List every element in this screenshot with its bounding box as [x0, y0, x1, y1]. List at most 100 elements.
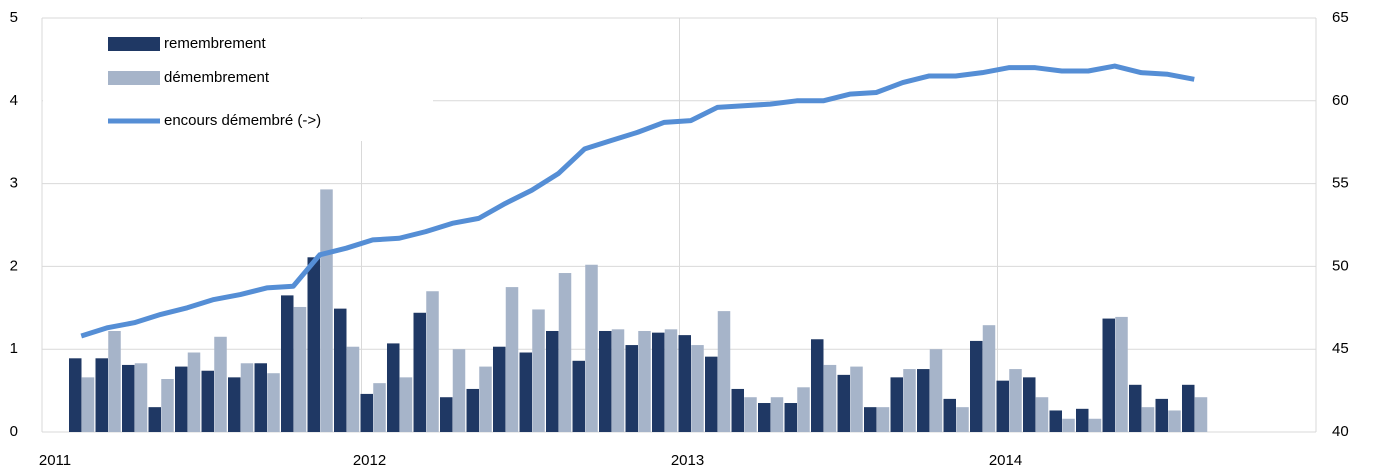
bar [599, 330, 612, 432]
bar [519, 352, 532, 432]
bar [1155, 398, 1168, 432]
bar [864, 407, 877, 432]
y-tick-label: 3 [10, 175, 18, 192]
bar [69, 358, 82, 432]
bar [585, 264, 598, 432]
y2-tick-label: 55 [1332, 175, 1349, 192]
y2-tick-label: 40 [1332, 423, 1349, 440]
bar [201, 370, 214, 432]
bar [731, 388, 744, 432]
y-tick-label: 4 [10, 92, 18, 109]
bar [532, 309, 545, 432]
bar [399, 377, 413, 432]
bar [558, 273, 572, 432]
bar [691, 345, 704, 432]
legend-label: encours démembré (->) [164, 112, 321, 129]
y2-tick-label: 45 [1332, 340, 1349, 357]
bar [572, 360, 585, 432]
y2-tick-label: 50 [1332, 257, 1349, 274]
bar [664, 329, 678, 432]
y2-tick-label: 60 [1332, 92, 1349, 109]
bar [717, 311, 731, 432]
bar [970, 340, 983, 432]
bar [876, 407, 890, 432]
bar [744, 397, 757, 432]
bar [784, 403, 797, 432]
bar [413, 312, 426, 432]
bar [334, 308, 347, 432]
bar [1168, 410, 1181, 432]
bar [320, 189, 333, 432]
bar [1023, 377, 1036, 432]
bar [187, 352, 201, 432]
bar [293, 306, 307, 432]
bar [1182, 384, 1195, 432]
bar [440, 397, 453, 432]
bar [228, 377, 241, 432]
bar [1141, 407, 1155, 432]
bar [625, 345, 638, 432]
bar [956, 407, 969, 432]
bar [307, 257, 320, 432]
x-tick-label: 2012 [353, 452, 386, 469]
bar [493, 346, 506, 432]
bar [996, 380, 1009, 432]
bar [1076, 408, 1089, 432]
legend-label: démembrement [164, 69, 270, 86]
bar [108, 330, 121, 432]
bar [917, 369, 930, 432]
bar [638, 330, 651, 432]
bar [823, 364, 837, 432]
bar [267, 373, 280, 432]
x-tick-label: 2011 [39, 452, 71, 469]
y-tick-label: 1 [10, 340, 18, 357]
bar [1194, 397, 1208, 432]
legend-label: remembrement [164, 35, 267, 52]
bar [850, 366, 863, 432]
bar [281, 295, 294, 432]
bar [148, 407, 161, 432]
bar [373, 383, 386, 432]
y-tick-label: 0 [10, 423, 18, 440]
bar [387, 343, 400, 432]
bar [122, 364, 135, 432]
x-tick-label: 2013 [671, 452, 704, 469]
bar [1129, 384, 1142, 432]
bar [161, 379, 174, 432]
bar [134, 363, 148, 432]
bar [466, 388, 479, 432]
legend-swatch [108, 37, 160, 51]
bar [426, 291, 439, 432]
legend-swatch [108, 71, 160, 85]
y-tick-label: 5 [10, 9, 18, 26]
bar [1088, 418, 1102, 432]
bar [652, 332, 665, 432]
bar [678, 335, 691, 432]
bar [797, 387, 810, 432]
bar [982, 325, 996, 432]
bar [175, 366, 188, 432]
bar [479, 366, 492, 432]
bar [758, 403, 771, 432]
bar [890, 377, 903, 432]
bar [546, 330, 559, 432]
bar [611, 329, 625, 432]
bar [1049, 410, 1062, 432]
bar [943, 398, 956, 432]
bar [811, 339, 824, 432]
bar [705, 356, 718, 432]
bar [452, 349, 466, 432]
bar [1035, 397, 1049, 432]
bar [929, 349, 943, 432]
bar [240, 363, 254, 432]
bar [254, 363, 267, 432]
line [80, 63, 1195, 339]
bar [903, 369, 916, 432]
y2-tick-label: 65 [1332, 9, 1349, 26]
x-tick-label: 2014 [989, 452, 1022, 469]
bar [837, 374, 850, 432]
y-tick-label: 2 [10, 257, 18, 274]
bar [214, 336, 227, 432]
bar [505, 287, 519, 432]
